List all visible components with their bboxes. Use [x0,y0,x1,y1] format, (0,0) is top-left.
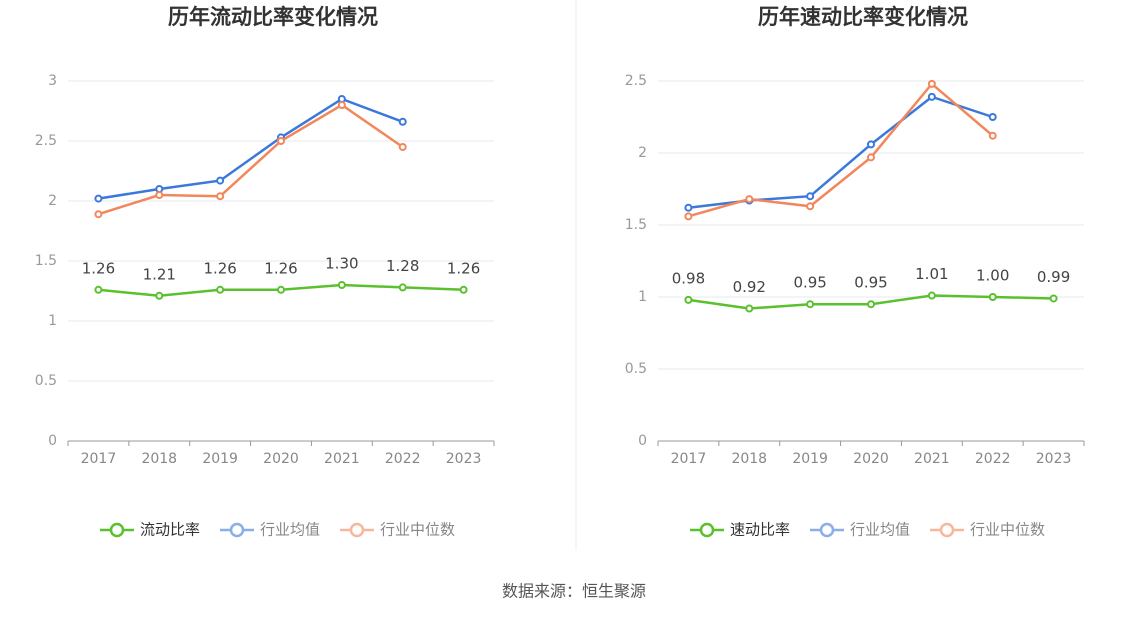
series-line [688,95,994,209]
x-tick-label: 2017 [81,451,117,467]
data-point [806,192,815,201]
data-label: 1.26 [203,259,236,277]
data-point [988,293,997,301]
data-point [216,285,225,294]
y-tick-label: 1.5 [625,217,647,233]
legend-label: 行业中位数 [380,521,455,539]
x-tick-label: 2021 [914,451,950,467]
data-point [277,137,285,145]
y-tick-label: 3 [48,73,57,89]
series-line [98,103,404,216]
x-tick-label: 2021 [324,451,360,467]
data-point [867,300,875,309]
x-tick-label: 2017 [671,451,707,467]
data-label: 0.99 [1037,268,1070,286]
y-tick-label: 0 [638,433,647,449]
data-label: 0.98 [672,269,705,287]
x-tick-label: 2022 [385,451,421,467]
data-label: 1.01 [915,265,948,283]
legend-label: 行业均值 [850,521,910,539]
data-point [155,291,164,300]
legend-marker [819,522,835,538]
data-point [745,195,754,204]
data-point [745,304,754,313]
data-point [1049,294,1058,303]
data-point [927,291,936,300]
x-tick-label: 2020 [263,451,299,467]
data-label: 1.00 [976,267,1009,285]
data-label: 1.30 [325,255,358,273]
data-point [277,285,285,294]
series-line [688,82,994,218]
legend-marker [939,522,955,538]
data-point [337,281,346,289]
chart-title: 历年速动比率变化情况 [758,5,968,29]
data-label: 1.26 [264,259,297,277]
data-point [216,192,225,201]
legend-label: 行业中位数 [970,521,1045,539]
series-line [98,97,404,200]
y-tick-label: 0.5 [625,361,647,377]
x-tick-label: 2020 [853,451,889,467]
data-point [398,117,407,126]
legend-marker [109,522,125,538]
data-point [927,92,936,101]
y-tick-label: 1 [638,289,647,305]
y-tick-label: 0 [48,433,57,449]
data-point [398,143,407,151]
data-point [94,194,103,203]
data-point [988,113,997,121]
data-point [398,283,407,292]
data-point [155,191,164,199]
y-tick-label: 2.5 [35,133,57,149]
legend-label: 行业均值 [260,521,320,539]
legend-marker [349,522,365,538]
y-tick-label: 2.5 [625,73,647,89]
data-label: 1.28 [386,257,419,275]
x-tick-label: 2023 [1036,451,1072,467]
data-point [867,153,875,162]
data-label: 0.95 [793,274,826,292]
y-tick-label: 2 [48,193,57,209]
x-tick-label: 2023 [446,451,482,467]
data-label: 0.95 [854,274,887,292]
y-tick-label: 1.5 [35,253,57,269]
data-point [806,202,815,211]
legend-marker [229,522,245,538]
legend-marker [699,522,715,538]
data-point [684,295,693,304]
data-point [337,101,346,109]
data-point [988,131,997,140]
data-point [684,212,693,221]
x-tick-label: 2018 [731,451,767,467]
data-point [684,203,693,212]
source: 数据来源：恒生聚源 [502,582,646,601]
chart-title: 历年流动比率变化情况 [168,5,378,29]
y-tick-label: 2 [638,145,647,161]
x-tick-label: 2018 [141,451,177,467]
data-label: 1.21 [143,265,176,283]
data-point [867,140,875,149]
data-point [806,300,815,309]
data-point [927,79,936,88]
data-point [459,285,468,294]
data-label: 1.26 [82,259,115,277]
legend-label: 速动比率 [730,521,790,539]
data-point [94,285,103,294]
data-point [216,176,225,185]
data-point [94,210,103,219]
x-tick-label: 2019 [202,451,238,467]
x-tick-label: 2022 [975,451,1011,467]
data-label: 1.26 [447,259,480,277]
legend-label: 流动比率 [140,521,200,539]
y-tick-label: 0.5 [35,373,57,389]
y-tick-label: 1 [48,313,57,329]
x-tick-label: 2019 [792,451,828,467]
data-label: 0.92 [733,278,766,296]
